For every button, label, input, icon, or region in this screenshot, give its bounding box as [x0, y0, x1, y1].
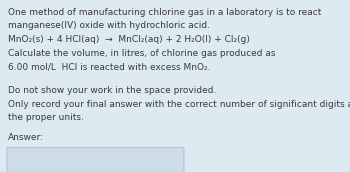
- Text: Only record your final answer with the correct number of significant digits and: Only record your final answer with the c…: [8, 100, 350, 109]
- Text: the proper units.: the proper units.: [8, 113, 84, 122]
- Text: Answer:: Answer:: [8, 133, 44, 142]
- FancyBboxPatch shape: [7, 147, 184, 172]
- Text: manganese(IV) oxide with hydrochloric acid.: manganese(IV) oxide with hydrochloric ac…: [8, 22, 210, 30]
- Text: One method of manufacturing chlorine gas in a laboratory is to react: One method of manufacturing chlorine gas…: [8, 8, 321, 17]
- Text: MnO₂(s) + 4 HCl(aq)  →  MnCl₂(aq) + 2 H₂O(l) + Cl₂(g): MnO₂(s) + 4 HCl(aq) → MnCl₂(aq) + 2 H₂O(…: [8, 35, 250, 44]
- Text: 6.00 mol/L  HCl is reacted with excess MnO₂.: 6.00 mol/L HCl is reacted with excess Mn…: [8, 62, 210, 71]
- Text: Calculate the volume, in litres, of chlorine gas produced as: Calculate the volume, in litres, of chlo…: [8, 49, 278, 57]
- Text: Do not show your work in the space provided.: Do not show your work in the space provi…: [8, 86, 216, 95]
